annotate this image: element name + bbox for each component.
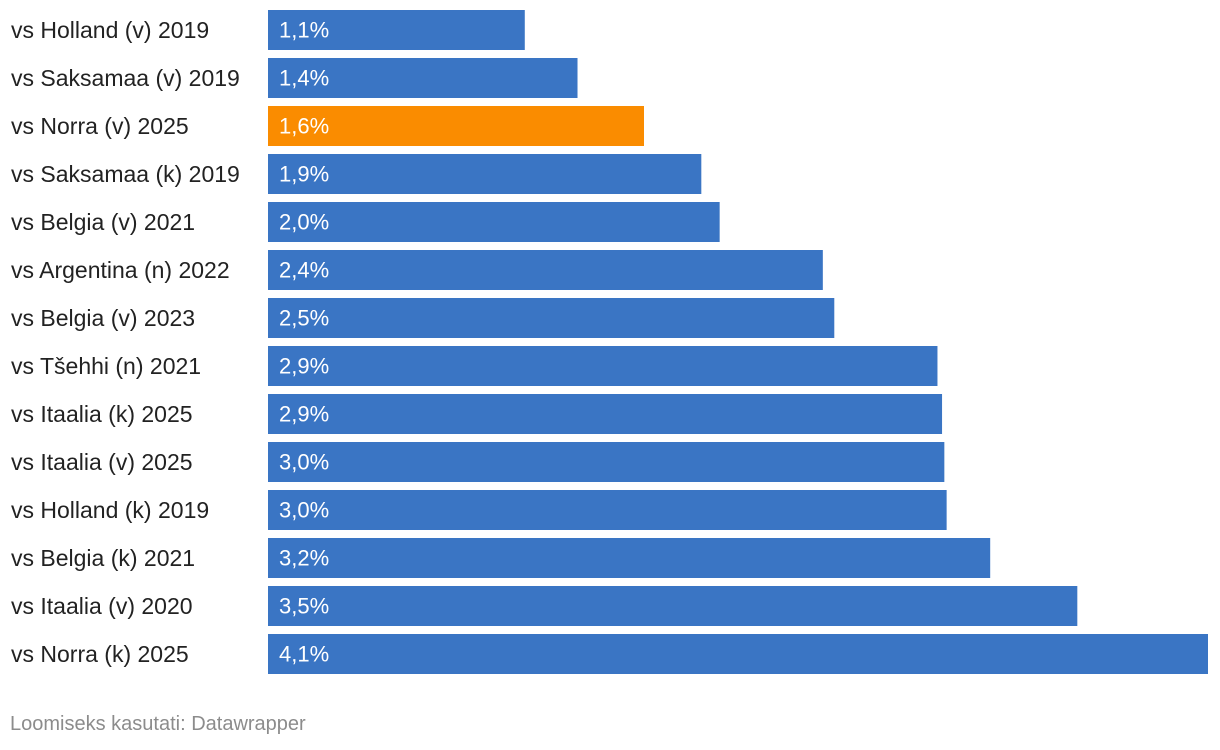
bar-chart: vs Holland (v) 2019 1,1% vs Saksamaa (v) 2…: [11, 10, 1208, 674]
bar: [268, 394, 943, 434]
category-label: vs Itaalia (v) 2020: [11, 593, 193, 619]
bar: [268, 10, 525, 50]
bar-value-label: 2,9%: [279, 402, 329, 427]
bar: [268, 298, 835, 338]
category-label: vs Argentina (n) 2022: [11, 257, 230, 283]
bar-value-label: 1,9%: [279, 162, 329, 187]
bar-value-label: 1,4%: [279, 66, 329, 91]
bar: [268, 442, 945, 482]
category-label: vs Belgia (k) 2021: [11, 545, 195, 571]
category-label: vs Itaalia (k) 2025: [11, 401, 193, 427]
chart-credit: Loomiseks kasutati: Datawrapper: [10, 713, 306, 735]
category-label: vs Holland (k) 2019: [11, 497, 209, 523]
category-label: vs Belgia (v) 2023: [11, 305, 195, 331]
bar-value-label: 3,5%: [279, 594, 329, 619]
category-label: vs Saksamaa (k) 2019: [11, 161, 240, 187]
category-label: vs Belgia (v) 2021: [11, 209, 195, 235]
category-label: vs Norra (k) 2025: [11, 641, 189, 667]
bar: [268, 346, 938, 386]
bar-value-label: 1,6%: [279, 114, 329, 139]
bar-value-label: 1,1%: [279, 18, 329, 43]
bar: [268, 634, 1208, 674]
bar-highlighted: [268, 106, 644, 146]
bar-value-label: 3,0%: [279, 450, 329, 475]
bar: [268, 538, 991, 578]
bar-value-label: 2,9%: [279, 354, 329, 379]
bar-value-label: 3,2%: [279, 546, 329, 571]
bar: [268, 586, 1078, 626]
bar-value-label: 2,4%: [279, 258, 329, 283]
category-label: vs Norra (v) 2025: [11, 113, 189, 139]
bar: [268, 154, 702, 194]
bar-value-label: 2,5%: [279, 306, 329, 331]
bar: [268, 250, 823, 290]
bar-value-label: 3,0%: [279, 498, 329, 523]
bar: [268, 490, 947, 530]
bar-value-label: 2,0%: [279, 210, 329, 235]
category-label: vs Saksamaa (v) 2019: [11, 65, 240, 91]
bar-value-label: 4,1%: [279, 642, 329, 667]
category-label: vs Holland (v) 2019: [11, 17, 209, 43]
bar: [268, 58, 578, 98]
category-label: vs Tšehhi (n) 2021: [11, 353, 201, 379]
category-label: vs Itaalia (v) 2025: [11, 449, 193, 475]
bar: [268, 202, 720, 242]
